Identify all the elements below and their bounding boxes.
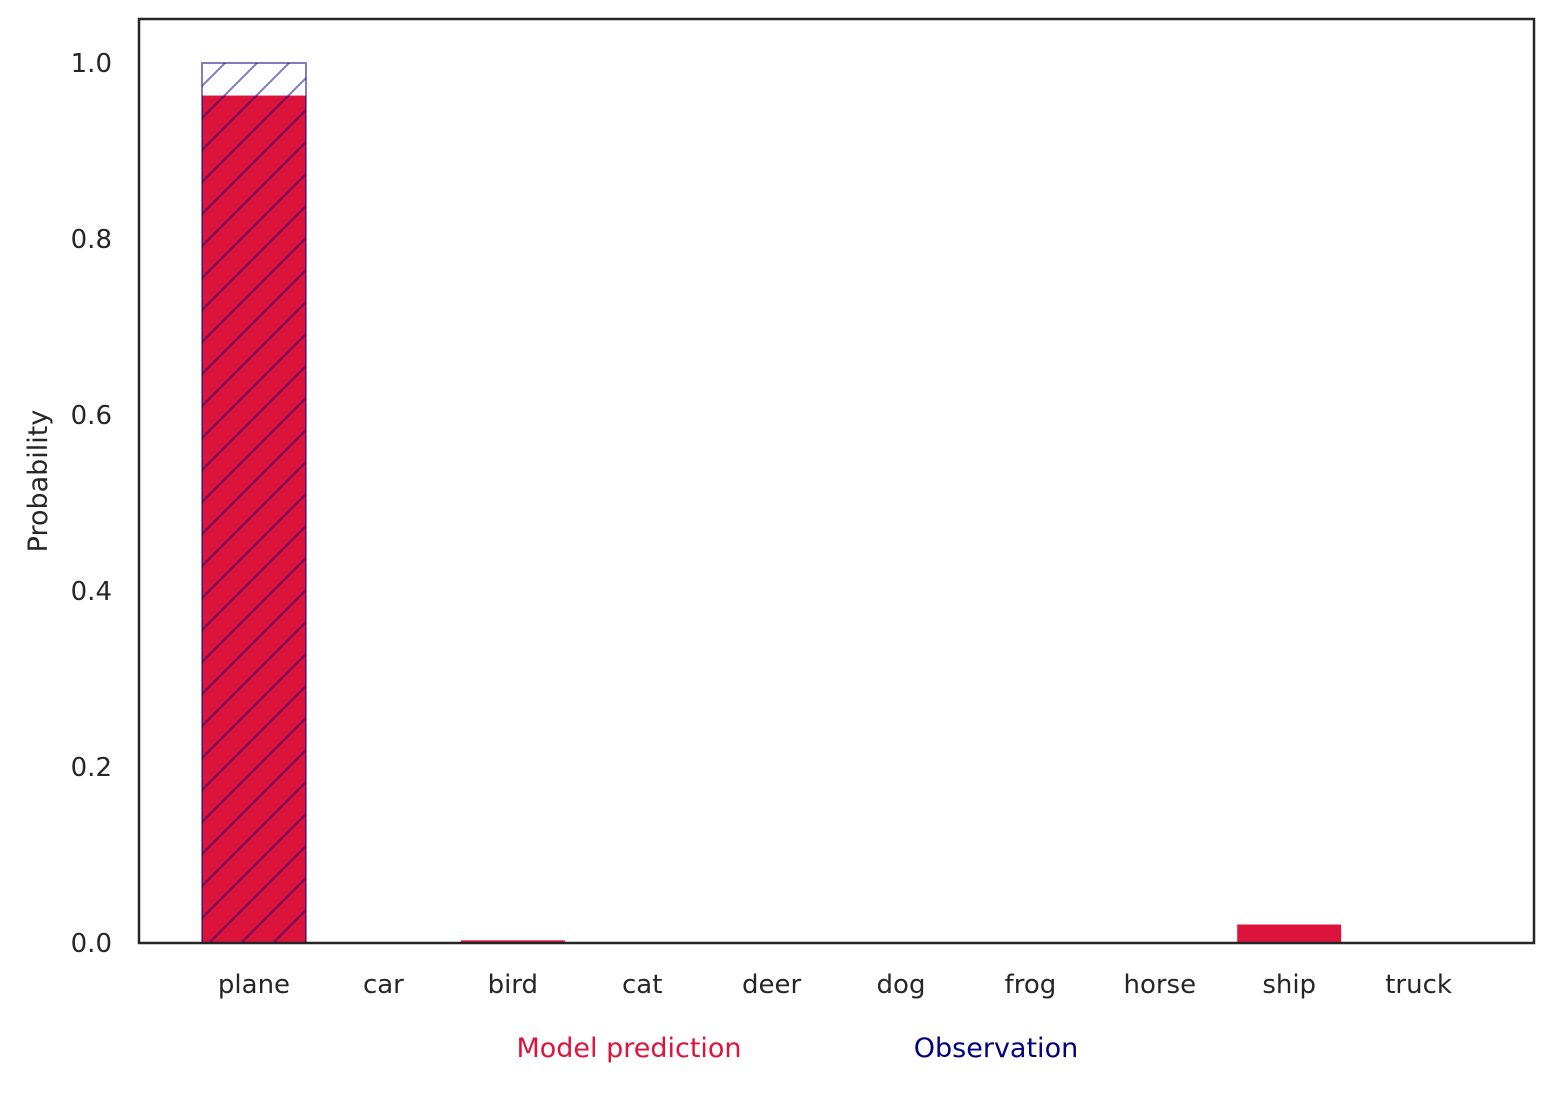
legend-label-model-prediction: Model prediction bbox=[516, 1033, 741, 1064]
plot-bars bbox=[201, 62, 1342, 944]
y-tick-label: 1.0 bbox=[71, 49, 112, 79]
x-tick-label-plane: plane bbox=[218, 970, 290, 1000]
y-tick-label: 0.2 bbox=[71, 753, 112, 783]
x-tick-label-horse: horse bbox=[1123, 970, 1196, 1000]
x-tick-label-ship: ship bbox=[1262, 970, 1316, 1000]
legend: Model prediction Observation bbox=[516, 1033, 1078, 1064]
legend-label-observation: Observation bbox=[914, 1033, 1078, 1064]
y-tick-label: 0.8 bbox=[71, 225, 112, 255]
x-tick-label-bird: bird bbox=[488, 970, 538, 1000]
x-tick-label-truck: truck bbox=[1385, 970, 1452, 1000]
bar-model-prediction-ship bbox=[1237, 924, 1342, 943]
y-tick-label: 0.0 bbox=[71, 929, 112, 959]
y-tick-label: 0.6 bbox=[71, 401, 112, 431]
bar-observation-plane bbox=[201, 62, 307, 944]
y-tick-label: 0.4 bbox=[71, 577, 112, 607]
x-tick-label-frog: frog bbox=[1005, 970, 1057, 1000]
y-axis-label: Probability bbox=[23, 410, 54, 553]
x-tick-label-deer: deer bbox=[742, 970, 801, 1000]
x-axis: plane car bird cat deer dog frog horse ship truck bbox=[218, 970, 1452, 1000]
y-axis: 0.0 0.2 0.4 0.6 0.8 1.0 bbox=[71, 49, 112, 959]
x-tick-label-car: car bbox=[363, 970, 404, 1000]
x-tick-label-cat: cat bbox=[622, 970, 662, 1000]
bar-model-prediction-bird bbox=[460, 940, 565, 943]
plot-frame bbox=[137, 17, 1536, 945]
x-tick-label-dog: dog bbox=[877, 970, 926, 1000]
